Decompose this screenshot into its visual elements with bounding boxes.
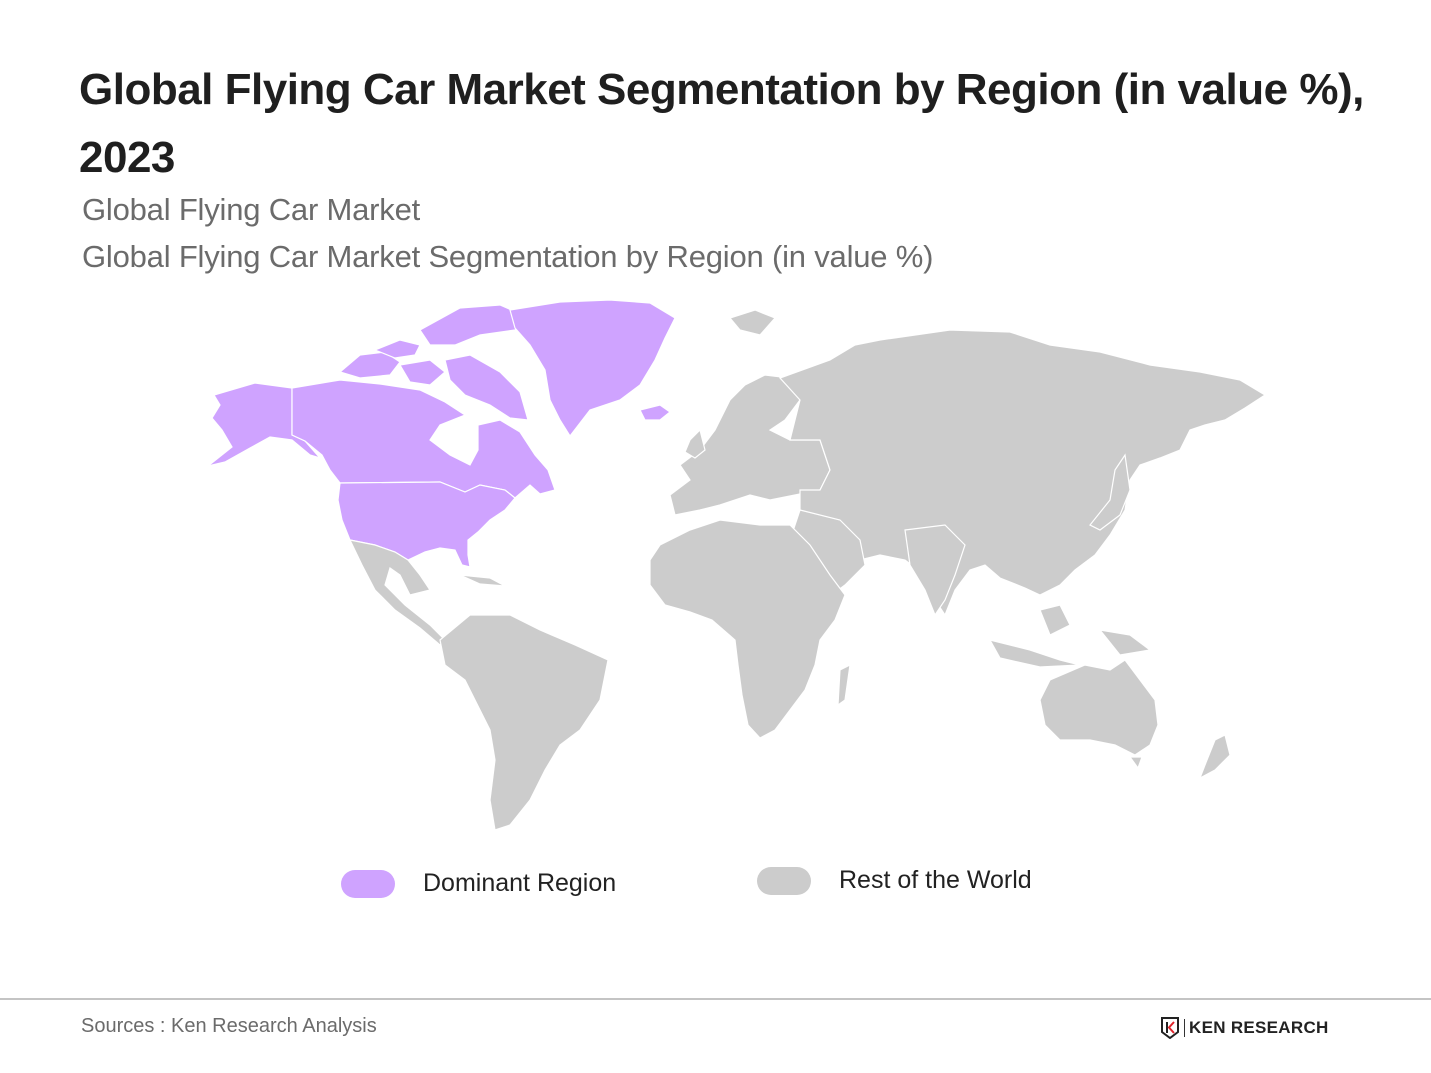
chart-title: Global Flying Car Market Segmentation by… (79, 65, 1364, 182)
legend-item-rest: Rest of the World (757, 866, 1032, 895)
ken-research-logo: KEN RESEARCH (1160, 1017, 1329, 1039)
world-map (207, 299, 1267, 831)
source-note: Sources : Ken Research Analysis (81, 1015, 377, 1037)
legend-swatch-rest (757, 866, 811, 895)
rest-of-world (348, 309, 1267, 831)
logo-separator (1184, 1019, 1185, 1037)
legend-label-rest: Rest of the World (839, 866, 1032, 894)
legend-label-dominant: Dominant Region (423, 869, 617, 897)
subtitle-segmentation: Global Flying Car Market Segmentation by… (82, 239, 934, 274)
footer-divider (0, 998, 1431, 1000)
legend-item-dominant: Dominant Region (341, 869, 616, 898)
ken-research-logo-icon (1161, 1017, 1179, 1039)
north-america-dominant (207, 299, 676, 568)
logo-text: KEN RESEARCH (1189, 1018, 1329, 1037)
legend-swatch-dominant (341, 869, 395, 898)
subtitle-market: Global Flying Car Market (82, 192, 421, 227)
